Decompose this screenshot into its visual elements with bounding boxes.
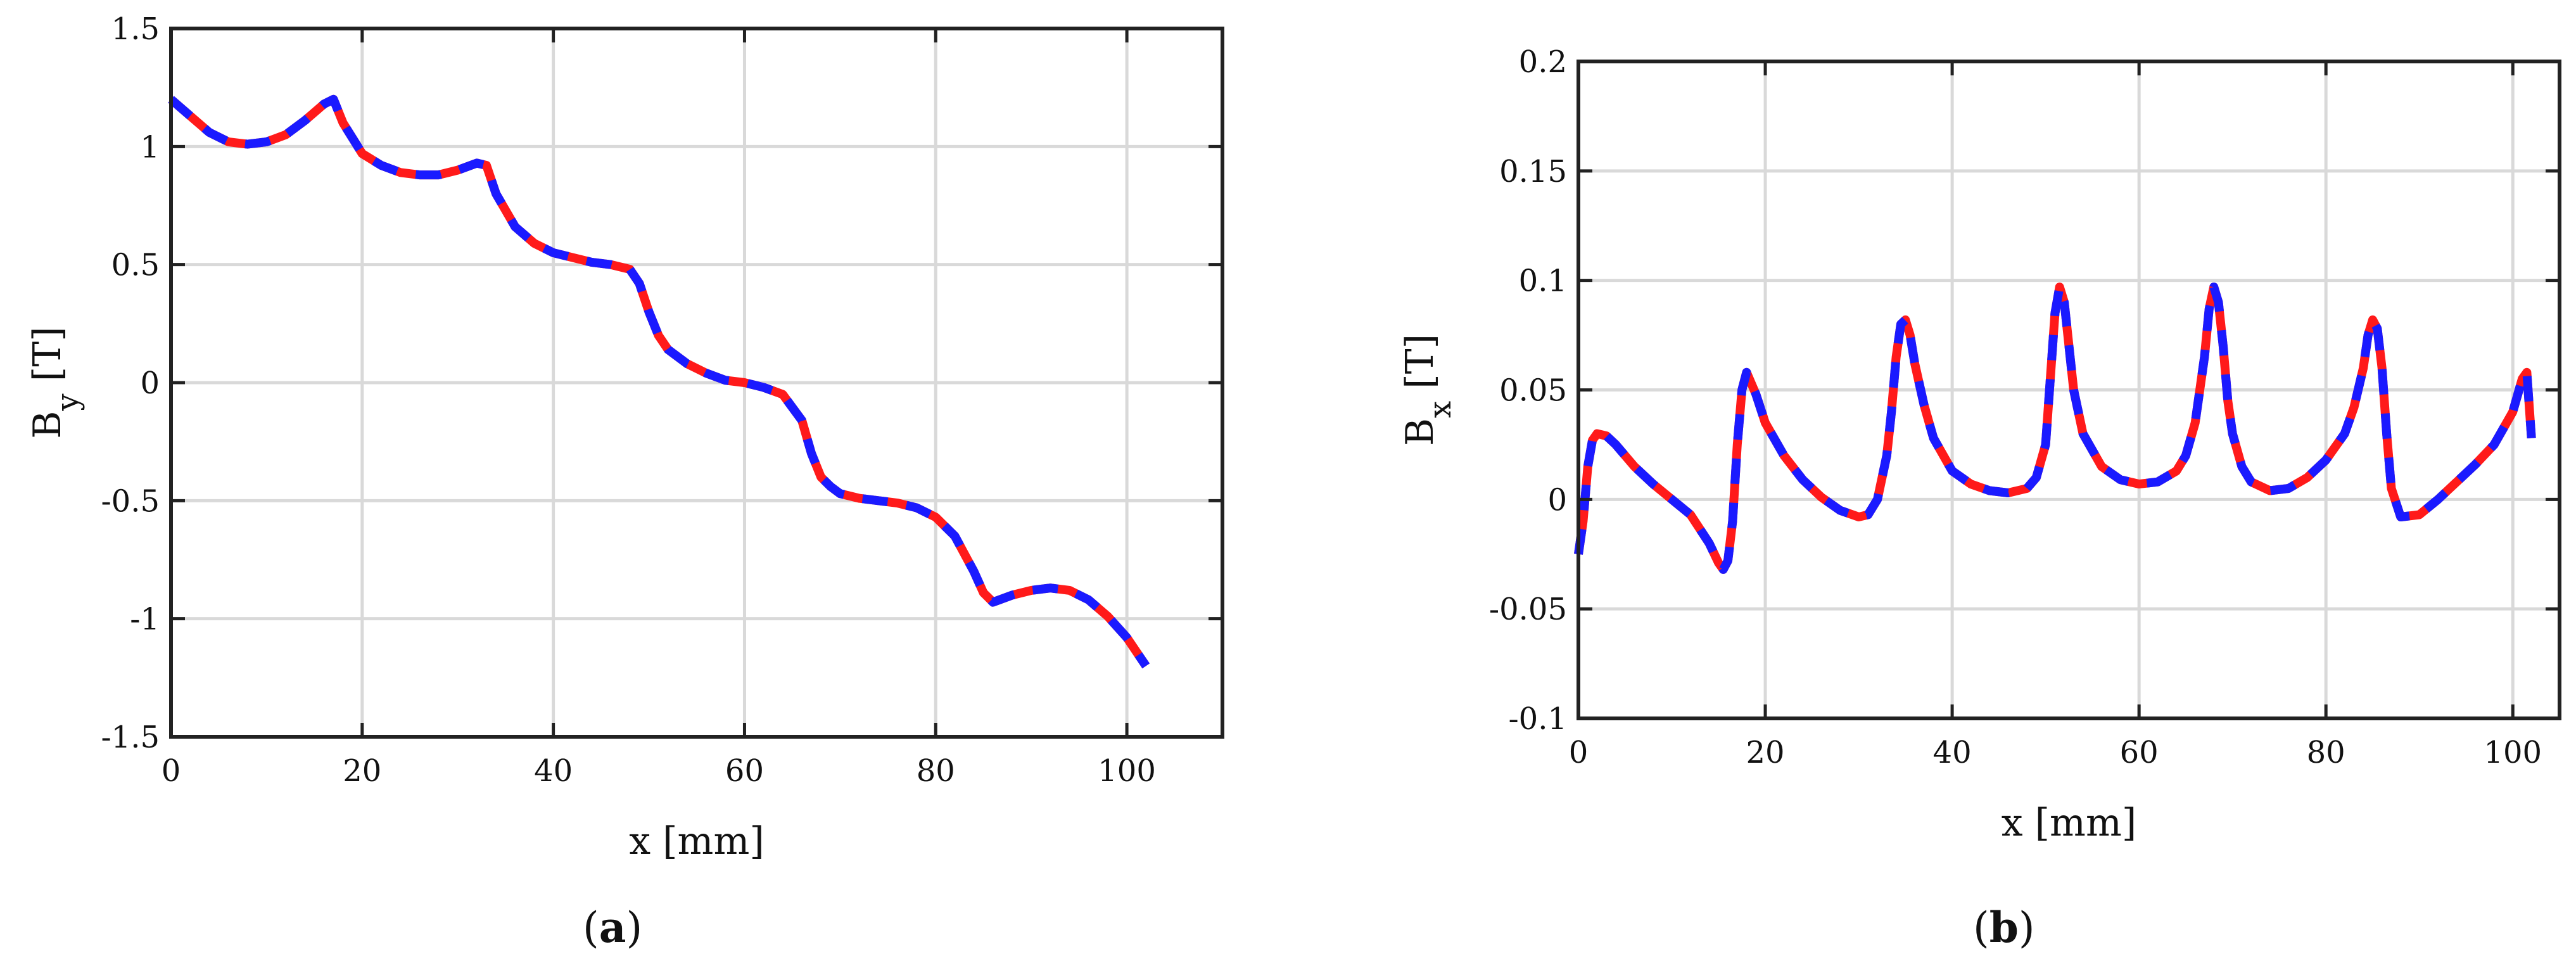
x-tick-label: 60 — [2120, 735, 2159, 770]
y-tick-label: 0 — [1547, 482, 1567, 518]
y-tick-label: -1.5 — [101, 720, 160, 755]
caption-a: (a) — [583, 903, 643, 952]
y-tick-label: -0.5 — [101, 483, 160, 519]
y-tick-label: 1.5 — [111, 11, 160, 47]
y-axis-label-subscript: y — [50, 393, 86, 411]
y-axis-label-base: B — [1398, 418, 1442, 446]
x-axis-label: x [mm] — [629, 819, 765, 863]
y-tick-label: -0.05 — [1489, 592, 1567, 627]
x-tick-label: 60 — [725, 753, 764, 789]
y-axis-label: Bx [T] — [1398, 334, 1458, 446]
chart-a: 0 20 40 60 80 100 -1.5 -1 -0.5 0 0.5 1 1.5 x [mm] By [… — [25, 11, 1224, 863]
x-tick-label: 100 — [2484, 735, 2542, 770]
x-tick-label: 100 — [1098, 753, 1156, 789]
y-tick-label: -1 — [130, 602, 160, 637]
x-tick-label: 20 — [343, 753, 381, 789]
y-tick-label: 0.1 — [1519, 264, 1567, 299]
y-axis-label-subscript: x — [1423, 401, 1458, 418]
y-axis-label-unit: [T] — [25, 326, 70, 393]
caption-b: (b) — [1973, 903, 2035, 952]
x-tick-label: 40 — [534, 753, 573, 789]
chart-b: 0 20 40 60 80 100 -0.1 -0.05 0 0.05 0.1 0.15 0.2 x [m… — [1398, 44, 2561, 845]
y-axis-label: By [T] — [25, 326, 86, 438]
y-tick-label: 0 — [140, 366, 160, 401]
x-tick-label: 80 — [917, 753, 955, 789]
series-line-blue — [1574, 283, 2536, 574]
x-axis-label: x [mm] — [2002, 801, 2137, 845]
y-axis-label-unit: [T] — [1398, 334, 1442, 401]
y-axis-label-base: B — [25, 411, 70, 438]
x-tick-label: 0 — [1569, 735, 1589, 770]
x-tick-label: 0 — [162, 753, 181, 789]
y-tick-label: 0.15 — [1499, 154, 1567, 189]
y-tick-label: 0.2 — [1519, 44, 1567, 80]
series-line-blue — [168, 94, 1150, 669]
y-tick-label: 1 — [140, 129, 160, 165]
y-tick-label: 0.05 — [1499, 373, 1567, 409]
y-tick-label: 0.5 — [111, 248, 160, 283]
x-tick-label: 40 — [1933, 735, 1972, 770]
x-tick-label: 20 — [1746, 735, 1785, 770]
y-tick-label: -0.1 — [1508, 701, 1567, 737]
x-tick-label: 80 — [2307, 735, 2345, 770]
